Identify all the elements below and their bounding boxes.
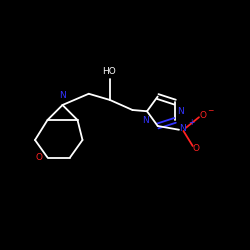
Text: N: N [142,116,149,125]
Text: O: O [36,153,43,162]
Text: N: N [177,107,184,116]
Text: −: − [207,106,214,116]
Text: O: O [199,112,206,120]
Text: +: + [188,118,194,127]
Text: O: O [192,144,199,153]
Text: N: N [59,91,66,100]
Text: HO: HO [102,67,116,76]
Text: N: N [179,124,186,133]
